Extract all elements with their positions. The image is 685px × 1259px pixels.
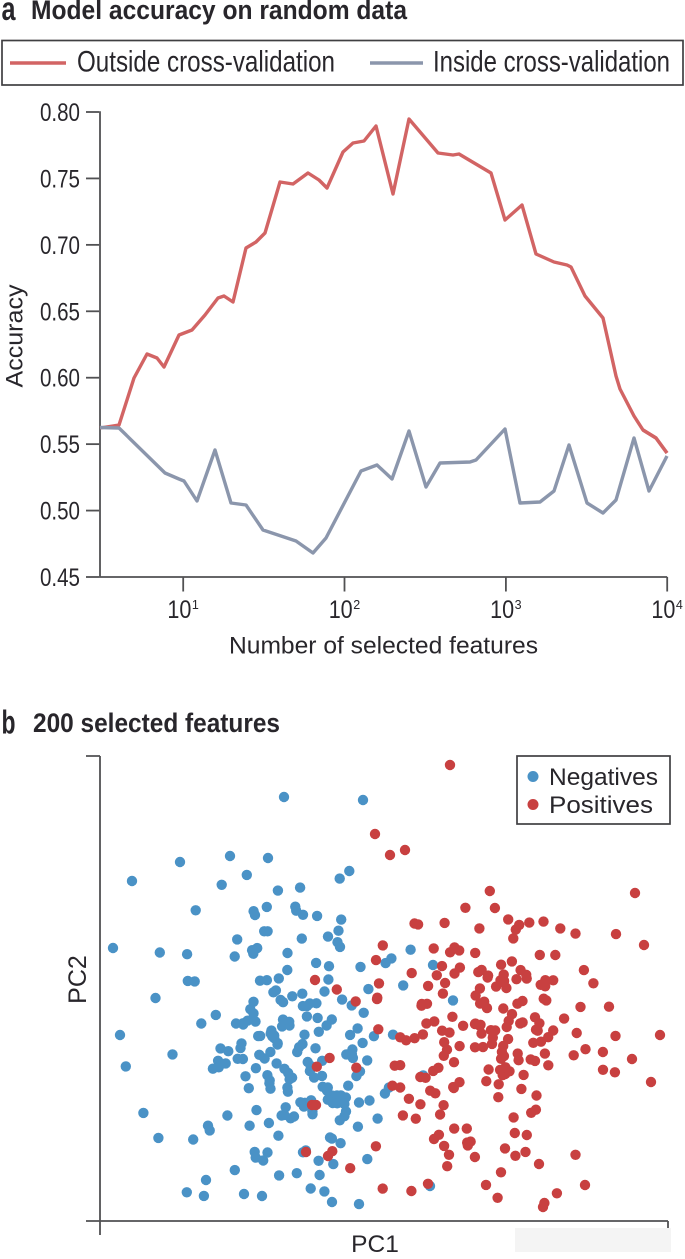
svg-text:Number of selected features: Number of selected features xyxy=(229,633,538,660)
svg-text:Negatives: Negatives xyxy=(549,764,658,791)
svg-text:200 selected features: 200 selected features xyxy=(33,708,280,738)
svg-text:10: 10 xyxy=(167,596,191,624)
svg-text:0.50: 0.50 xyxy=(40,498,80,526)
svg-text:1: 1 xyxy=(192,598,199,612)
svg-text:PC2: PC2 xyxy=(64,955,92,1004)
svg-text:a: a xyxy=(2,0,16,27)
svg-text:10: 10 xyxy=(329,596,353,624)
svg-text:0.65: 0.65 xyxy=(40,298,80,326)
svg-text:Model accuracy on random data: Model accuracy on random data xyxy=(31,0,408,25)
svg-text:Accuracy: Accuracy xyxy=(2,285,29,388)
svg-text:4: 4 xyxy=(676,598,683,612)
svg-text:Outside cross-validation: Outside cross-validation xyxy=(77,46,335,79)
svg-text:10: 10 xyxy=(651,596,675,624)
svg-text:0.60: 0.60 xyxy=(40,365,80,393)
svg-text:2: 2 xyxy=(353,598,360,612)
svg-text:0.45: 0.45 xyxy=(40,564,80,592)
svg-text:0.70: 0.70 xyxy=(40,232,80,260)
svg-text:Positives: Positives xyxy=(549,792,653,819)
svg-text:0.75: 0.75 xyxy=(40,165,80,193)
svg-text:PC1: PC1 xyxy=(351,1231,399,1258)
svg-text:b: b xyxy=(2,704,16,741)
svg-text:10: 10 xyxy=(490,596,514,624)
svg-text:0.80: 0.80 xyxy=(40,99,80,127)
svg-text:Inside cross-validation: Inside cross-validation xyxy=(433,46,670,79)
svg-text:0.55: 0.55 xyxy=(40,431,80,459)
svg-text:3: 3 xyxy=(515,598,522,612)
